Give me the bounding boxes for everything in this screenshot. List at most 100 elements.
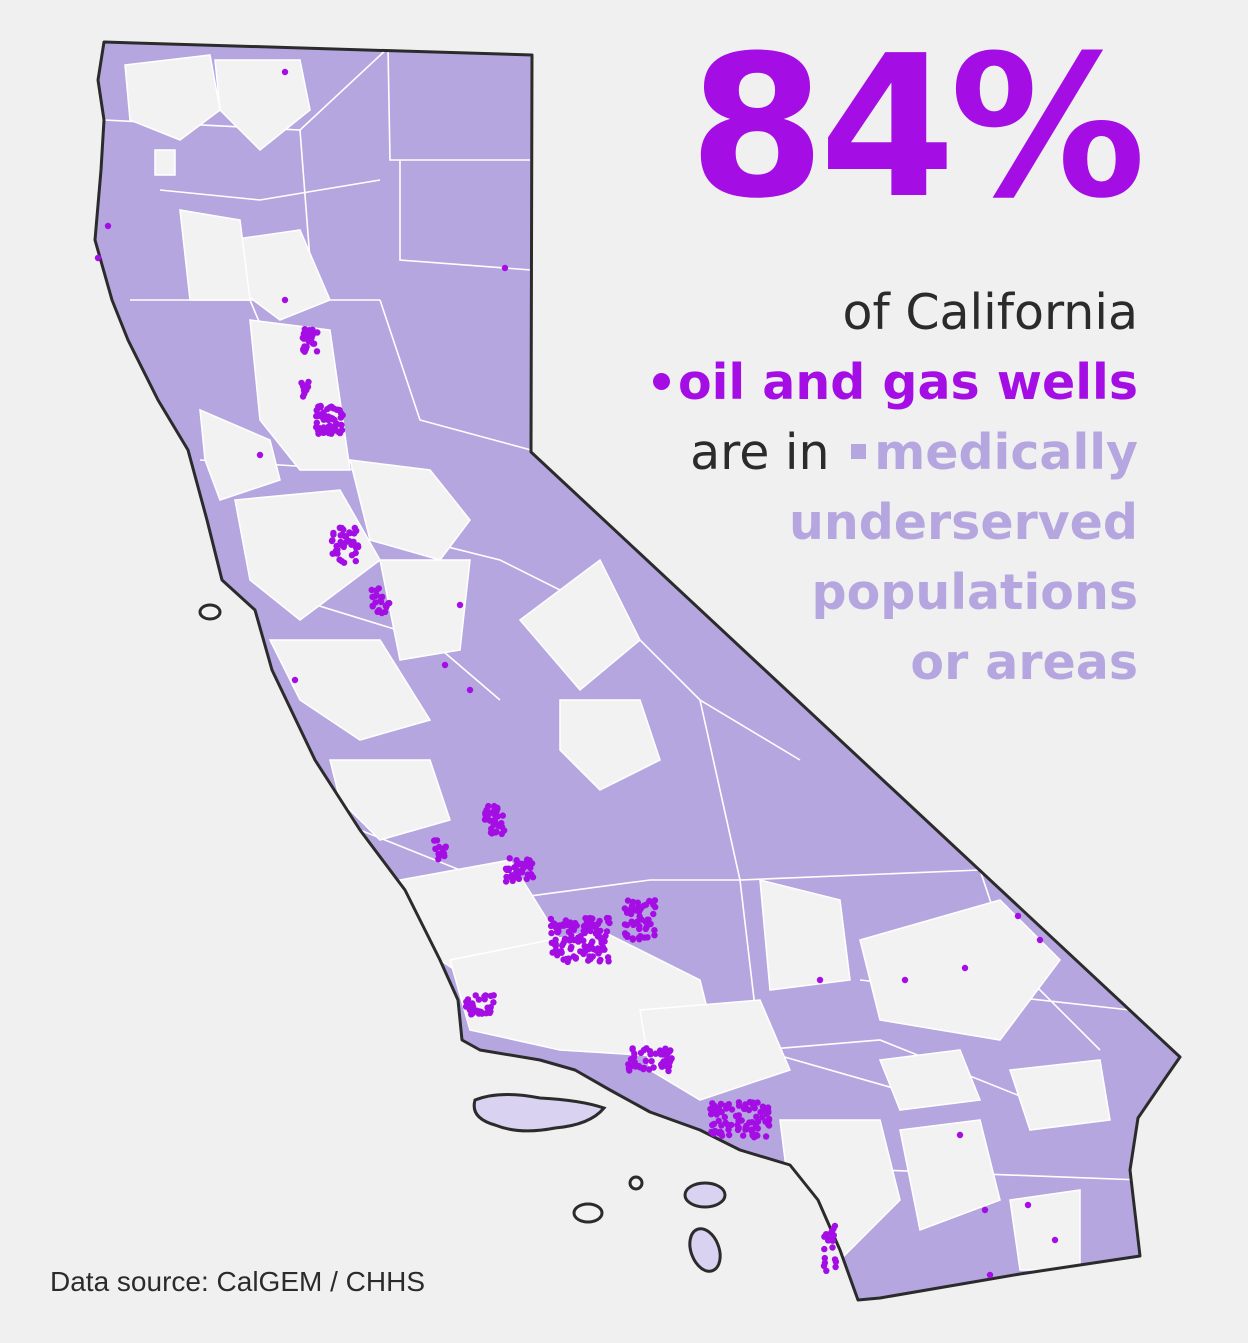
- caption-line-1: of California: [842, 284, 1138, 341]
- well-dot: [309, 340, 317, 347]
- well-dot: [646, 1048, 654, 1055]
- well-dot: [1014, 912, 1022, 920]
- well-dot: [640, 1064, 648, 1072]
- well-dot: [724, 1121, 731, 1129]
- well-dot: [710, 1130, 717, 1137]
- well-dot: [431, 837, 439, 844]
- well-dot: [456, 601, 464, 609]
- well-dot: [499, 812, 506, 819]
- non-underserved-area: [234, 489, 381, 621]
- well-dot: [369, 593, 376, 601]
- non-underserved-area: [518, 558, 641, 692]
- well-dot: [665, 1063, 673, 1070]
- well-dot: [605, 918, 612, 925]
- non-underserved-area: [899, 1119, 1001, 1232]
- well-dot: [568, 943, 575, 951]
- well-dot: [318, 411, 325, 418]
- caption-line-5: populations: [811, 564, 1139, 621]
- well-dot: [575, 938, 582, 945]
- well-dot: [596, 917, 603, 925]
- well-dot: [716, 1130, 723, 1137]
- well-dot: [601, 946, 608, 953]
- well-dot: [743, 1122, 750, 1130]
- well-dot: [597, 927, 604, 935]
- well-dot: [501, 264, 509, 272]
- well-dot: [668, 1055, 675, 1063]
- well-dot: [483, 814, 491, 821]
- non-underserved-area: [124, 54, 221, 141]
- non-underserved-area: [1009, 1189, 1081, 1271]
- headline-percent: 84%: [688, 14, 1146, 242]
- well-dot: [586, 914, 594, 922]
- state-border: [93, 40, 1182, 1302]
- well-dot: [281, 68, 289, 76]
- well-dot: [630, 1054, 638, 1061]
- well-dot: [573, 922, 580, 929]
- well-dot: [509, 872, 516, 879]
- well-dot: [589, 938, 596, 945]
- medically-label: medically: [874, 424, 1138, 481]
- well-dot: [441, 852, 448, 860]
- well-dot: [490, 999, 497, 1006]
- well-dot: [621, 921, 629, 928]
- well-dot: [340, 543, 347, 551]
- well-dot: [651, 932, 658, 939]
- well-dot: [629, 936, 636, 943]
- islands: [198, 603, 727, 1273]
- well-dot: [528, 871, 535, 878]
- well-dot: [625, 907, 632, 914]
- well-dot: [631, 1059, 638, 1066]
- well-dot: [901, 976, 909, 984]
- island-san-clemente: [688, 1227, 722, 1273]
- well-dot: [375, 585, 382, 592]
- well-dot: [568, 932, 575, 939]
- well-dot: [961, 964, 969, 972]
- oil-gas-wells: [94, 68, 1059, 1279]
- well-dot: [441, 661, 449, 669]
- well-dot: [1024, 1201, 1032, 1209]
- island-santa-barbara: [628, 1175, 644, 1191]
- well-dot: [299, 334, 306, 342]
- well-dot: [823, 1267, 830, 1275]
- well-dot: [726, 1131, 733, 1139]
- non-underserved-area: [214, 59, 311, 152]
- well-dot: [722, 1102, 729, 1110]
- well-dot: [352, 557, 359, 565]
- well-dot: [564, 921, 571, 929]
- well-dot: [350, 538, 357, 545]
- non-underserved-area: [559, 699, 661, 791]
- well-dot: [316, 428, 323, 435]
- well-dot: [650, 910, 657, 918]
- well-dot: [563, 955, 570, 963]
- well-dot: [342, 533, 350, 541]
- island-catalina: [683, 1181, 727, 1209]
- well-dot: [301, 382, 308, 389]
- island-farallon: [198, 603, 222, 621]
- well-dot: [625, 1065, 633, 1072]
- well-dot: [379, 593, 386, 600]
- well-dot: [721, 1113, 728, 1121]
- non-underserved-area: [1008, 1059, 1111, 1131]
- well-dot: [642, 901, 650, 908]
- well-dot: [469, 1010, 476, 1017]
- well-dot: [491, 817, 498, 824]
- island-santa-cruz: [472, 1092, 607, 1133]
- well-dot: [732, 1112, 740, 1120]
- well-dot: [816, 976, 824, 984]
- well-dot: [710, 1120, 718, 1128]
- non-underserved-area: [759, 879, 851, 991]
- well-dot: [718, 1108, 725, 1116]
- well-dot: [624, 933, 631, 940]
- well-dot: [511, 864, 518, 871]
- well-dot: [557, 948, 565, 955]
- well-dot: [585, 946, 592, 953]
- are-in-label: are in: [690, 424, 830, 481]
- well-dot: [831, 1222, 839, 1230]
- well-dot: [584, 926, 591, 933]
- county-boundary: [759, 1039, 1031, 1101]
- caption-line-2: oil and gas wells: [618, 348, 1138, 418]
- well-dot: [337, 414, 344, 421]
- well-dot: [375, 607, 383, 614]
